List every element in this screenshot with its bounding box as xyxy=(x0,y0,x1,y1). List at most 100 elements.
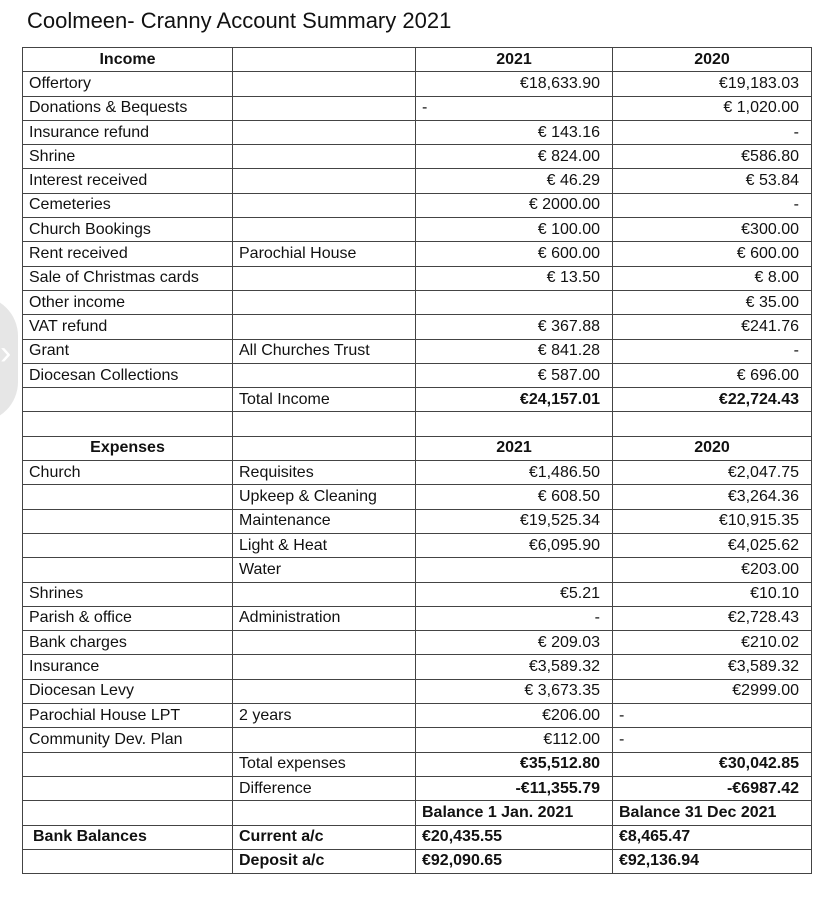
item-row xyxy=(22,411,812,437)
sublabel-cell: All Churches Trust xyxy=(232,338,416,364)
label-cell: Rent received xyxy=(22,241,233,267)
value-2021-cell: 2021 xyxy=(415,435,613,462)
value-2021-cell: €3,589.32 xyxy=(415,654,613,680)
value-2020-cell: €10.10 xyxy=(612,581,812,607)
total-row: Difference -€11,355.79 -€6987.42 xyxy=(22,775,812,802)
value-2020-cell: - xyxy=(612,703,812,729)
value-2021-cell: € 608.50 xyxy=(415,484,613,510)
value-2020-cell: € 696.00 xyxy=(612,362,812,389)
sublabel-cell xyxy=(232,581,416,607)
item-row: Upkeep & Cleaning € 608.50 €3,264.36 xyxy=(22,484,812,510)
sublabel-cell xyxy=(232,192,416,219)
label-cell xyxy=(22,508,233,534)
value-2021-cell: €24,157.01 xyxy=(415,387,613,413)
value-2020-cell: €19,183.03 xyxy=(612,71,812,97)
item-row: Community Dev. Plan €112.00- xyxy=(22,727,812,753)
sublabel-cell: 2 years xyxy=(232,703,416,729)
value-2021-cell: € 46.29 xyxy=(415,168,613,194)
value-2020-cell: €2,047.75 xyxy=(612,460,812,486)
value-2020-cell: €30,042.85 xyxy=(612,751,812,777)
side-nav-button[interactable]: › xyxy=(0,296,18,422)
value-2021-cell: €112.00 xyxy=(415,727,613,753)
value-2021-cell xyxy=(415,289,613,316)
value-2021-cell: €19,525.34 xyxy=(415,508,613,534)
value-2021-cell: € 209.03 xyxy=(415,630,613,656)
sublabel-cell xyxy=(232,217,416,243)
value-2021-cell: €5.21 xyxy=(415,581,613,607)
value-2021-cell xyxy=(415,557,613,583)
item-row: Interest received € 46.29 € 53.84 xyxy=(22,168,812,194)
value-2021-cell: € 587.00 xyxy=(415,362,613,389)
value-2020-cell: - xyxy=(612,727,812,753)
chevron-right-icon: › xyxy=(0,334,12,372)
item-row: VAT refund € 367.88 €241.76 xyxy=(22,314,812,340)
value-2021-cell: Balance 1 Jan. 2021 xyxy=(415,800,613,826)
label-cell: Church xyxy=(22,460,233,486)
value-2020-cell: €3,264.36 xyxy=(612,484,812,510)
sublabel-cell: Maintenance xyxy=(232,508,416,534)
sublabel-cell: Upkeep & Cleaning xyxy=(232,484,416,510)
sublabel-cell xyxy=(232,314,416,340)
item-row: Shrines €5.21 €10.10 xyxy=(22,581,812,607)
label-cell: Income xyxy=(22,46,233,73)
label-cell: Church Bookings xyxy=(22,217,233,243)
label-cell: Community Dev. Plan xyxy=(22,727,233,753)
value-2021-cell: €92,090.65 xyxy=(415,848,613,875)
sublabel-cell xyxy=(232,727,416,753)
sublabel-cell xyxy=(232,411,416,437)
item-row: Donations & Bequests - € 1,020.00 xyxy=(22,95,812,121)
label-cell: Shrine xyxy=(22,144,233,170)
label-cell: Parochial House LPT xyxy=(22,703,233,729)
page-title: Coolmeen- Cranny Account Summary 2021 xyxy=(27,8,452,33)
value-2020-cell: - xyxy=(612,192,812,219)
item-row: Other income € 35.00 xyxy=(22,289,812,316)
value-2021-cell: -€11,355.79 xyxy=(415,775,613,802)
value-2021-cell: € 13.50 xyxy=(415,265,613,291)
value-2021-cell: € 3,673.35 xyxy=(415,678,613,705)
value-2020-cell: €586.80 xyxy=(612,144,812,170)
sublabel-cell xyxy=(232,119,416,146)
label-cell: Other income xyxy=(22,289,233,316)
label-cell: Sale of Christmas cards xyxy=(22,265,233,291)
total-row: Total expenses €35,512.80 €30,042.85 xyxy=(22,751,812,777)
value-2020-cell: 2020 xyxy=(612,435,812,462)
value-2021-cell: € 367.88 xyxy=(415,314,613,340)
label-cell xyxy=(22,532,233,559)
sublabel-cell xyxy=(232,435,416,462)
value-2020-cell: € 53.84 xyxy=(612,168,812,194)
item-row: Maintenance €19,525.34 €10,915.35 xyxy=(22,508,812,534)
item-row: Insurance refund € 143.16- xyxy=(22,119,812,146)
sublabel-cell xyxy=(232,265,416,291)
label-cell: Insurance xyxy=(22,654,233,680)
value-2021-cell: € 841.28 xyxy=(415,338,613,364)
sublabel-cell xyxy=(232,654,416,680)
label-cell xyxy=(22,387,233,413)
item-row: Bank charges € 209.03 €210.02 xyxy=(22,630,812,656)
value-2021-cell: € 2000.00 xyxy=(415,192,613,219)
value-2021-cell: € 600.00 xyxy=(415,241,613,267)
value-2020-cell xyxy=(612,411,812,437)
sublabel-cell: Difference xyxy=(232,775,416,802)
sublabel-cell: Total Income xyxy=(232,387,416,413)
value-2020-cell: €2999.00 xyxy=(612,678,812,705)
label-cell: Diocesan Collections xyxy=(22,362,233,389)
value-2020-cell: - xyxy=(612,119,812,146)
sublabel-cell xyxy=(232,630,416,656)
value-2020-cell: €4,025.62 xyxy=(612,532,812,559)
sublabel-cell xyxy=(232,144,416,170)
value-2021-cell: - xyxy=(415,95,613,121)
label-cell: Interest received xyxy=(22,168,233,194)
section-header-row: Expenses 2021 2020 xyxy=(22,435,812,462)
item-row: Grant All Churches Trust € 841.28- xyxy=(22,338,812,364)
value-2021-cell: € 824.00 xyxy=(415,144,613,170)
label-cell xyxy=(22,775,233,802)
value-2020-cell: €92,136.94 xyxy=(612,848,812,875)
value-2020-cell: €3,589.32 xyxy=(612,654,812,680)
value-2020-cell: 2020 xyxy=(612,46,812,73)
label-cell xyxy=(22,848,233,875)
value-2020-cell: €203.00 xyxy=(612,557,812,583)
value-2021-cell: €1,486.50 xyxy=(415,460,613,486)
value-2020-cell: - xyxy=(612,338,812,364)
value-2020-cell: Balance 31 Dec 2021 xyxy=(612,800,812,826)
value-2020-cell: €210.02 xyxy=(612,630,812,656)
